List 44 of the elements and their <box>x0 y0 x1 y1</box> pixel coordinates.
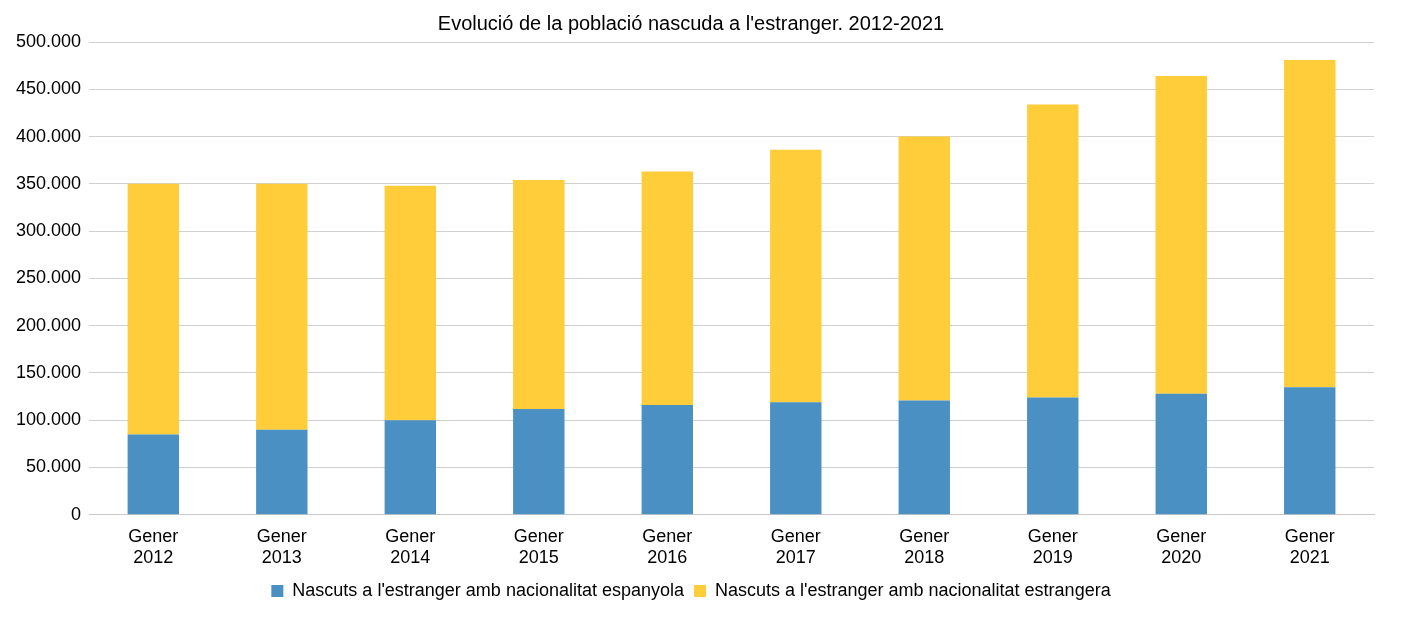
bar <box>127 183 180 435</box>
bar <box>256 429 308 515</box>
y-tick-label: 100.000 <box>15 409 82 430</box>
bar <box>256 183 308 430</box>
x-tick-label: Gener 2019 <box>1027 525 1078 568</box>
legend-label: Nascuts a l'estranger amb nacionalitat espanyola <box>292 579 685 600</box>
bar <box>384 185 436 421</box>
bar <box>1284 59 1336 388</box>
x-tick-label: Gener 2013 <box>256 525 307 568</box>
legend-label: Nascuts a l'estranger amb nacionalitat estrangera <box>715 579 1112 600</box>
y-tick-label: 300.000 <box>15 220 82 241</box>
bar <box>1027 397 1079 515</box>
bar <box>513 408 565 515</box>
y-tick-label: 200.000 <box>15 314 82 335</box>
x-tick-label: Gener 2020 <box>1156 525 1207 568</box>
y-tick-label: 350.000 <box>15 172 82 193</box>
bar <box>898 400 950 515</box>
x-tick-label: Gener 2012 <box>128 525 179 568</box>
bar <box>898 136 950 401</box>
bar <box>641 171 693 406</box>
bar <box>513 180 565 409</box>
y-tick-label: 250.000 <box>15 267 82 288</box>
y-tick-label: 450.000 <box>15 78 82 99</box>
x-tick-label: Gener 2015 <box>513 525 564 568</box>
bar <box>770 402 822 515</box>
y-tick-label: 0 <box>71 503 82 524</box>
y-tick-label: 500.000 <box>15 30 82 51</box>
bar <box>641 405 693 515</box>
x-tick-label: Gener 2017 <box>770 525 821 568</box>
bar <box>1155 393 1207 515</box>
y-tick-label: 50.000 <box>26 456 82 477</box>
bar <box>1155 76 1207 394</box>
bar <box>1284 387 1336 515</box>
bar <box>1027 104 1079 398</box>
x-tick-label: Gener 2018 <box>899 525 950 568</box>
bar <box>770 149 822 403</box>
x-tick-label: Gener 2016 <box>642 525 693 568</box>
chart-title: Evolució de la població nascuda a l'estranger. 2012-2021 <box>437 11 945 34</box>
bar <box>384 420 436 515</box>
x-tick-label: Gener 2014 <box>385 525 436 568</box>
y-tick-label: 150.000 <box>15 361 82 382</box>
bar <box>127 434 180 515</box>
x-tick-label: Gener 2021 <box>1284 525 1335 568</box>
y-tick-label: 400.000 <box>15 125 82 146</box>
